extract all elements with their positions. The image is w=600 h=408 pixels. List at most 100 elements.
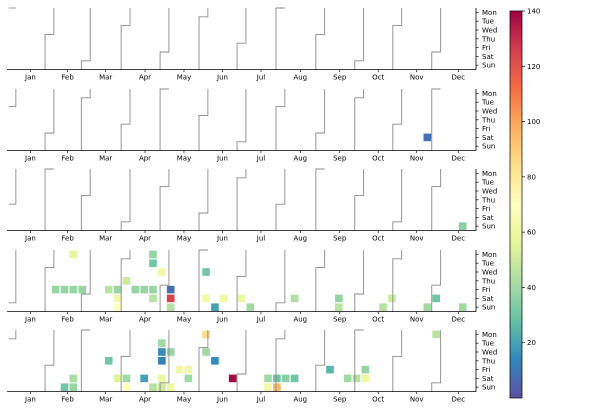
weekday-tick-label: Mon xyxy=(482,251,497,259)
heatmap-cell xyxy=(202,330,210,339)
weekday-tick-label: Thu xyxy=(481,196,495,204)
heatmap-cell xyxy=(122,383,131,391)
heatmap-cell xyxy=(379,303,387,311)
heatmap-cell xyxy=(166,303,175,311)
month-boundary xyxy=(120,330,131,392)
heatmap-cell xyxy=(158,348,166,356)
month-boundary xyxy=(275,330,286,392)
heatmap-cell xyxy=(51,285,60,294)
heatmap-cell xyxy=(281,374,290,383)
month-tick-label: Aug xyxy=(293,316,307,324)
heatmap-cell xyxy=(458,222,467,230)
month-boundary xyxy=(275,250,286,312)
month-tick-label: Nov xyxy=(410,155,424,163)
heatmap-cell xyxy=(432,294,440,303)
heatmap-cell xyxy=(166,348,175,356)
month-tick-label: Oct xyxy=(372,396,384,404)
month-tick-label: Jun xyxy=(216,396,228,404)
heatmap-cell xyxy=(335,294,343,303)
heatmap-cell xyxy=(352,374,361,383)
month-boundary xyxy=(44,168,54,231)
heatmap-cell xyxy=(158,268,166,276)
month-boundary xyxy=(159,8,170,70)
month-tick-label: Jun xyxy=(216,235,228,243)
heatmap-cell xyxy=(60,383,69,391)
month-boundary xyxy=(354,250,365,312)
heatmap-cell xyxy=(69,285,78,294)
heatmap-cell xyxy=(166,294,175,303)
calendar-panels: Jan Feb Mar Apr May Jun Jul Aug Sep Oct Nov Dec Mon T… xyxy=(7,7,497,404)
weekday-tick-label: Sun xyxy=(482,62,495,70)
month-boundary xyxy=(120,250,131,312)
month-tick-label: Aug xyxy=(293,235,307,243)
weekday-tick-label: Thu xyxy=(481,116,495,124)
month-tick-label: Feb xyxy=(61,396,74,404)
colorbar: 20 40 60 80 100 120 140 xyxy=(509,8,540,399)
weekday-tick-label: Fri xyxy=(482,205,490,213)
weekday-tick-label: Sun xyxy=(482,384,495,392)
heatmap-cell xyxy=(273,374,281,383)
month-tick-label: May xyxy=(177,74,191,82)
month-boundary xyxy=(120,169,131,231)
weekday-tick-label: Fri xyxy=(482,366,490,374)
month-tick-label: Sep xyxy=(333,316,347,324)
month-tick-label: Jan xyxy=(24,235,36,243)
month-tick-label: Nov xyxy=(410,396,424,404)
colorbar-tick-label: 20 xyxy=(527,339,536,347)
month-boundary xyxy=(275,7,285,70)
month-boundary xyxy=(8,250,17,304)
month-tick-label: May xyxy=(177,235,191,243)
month-boundary xyxy=(275,169,286,231)
month-tick-label: Nov xyxy=(410,235,424,243)
month-boundary xyxy=(315,250,326,312)
month-tick-label: Jul xyxy=(256,396,266,404)
month-boundary xyxy=(120,89,131,151)
heatmap-cell xyxy=(158,357,166,365)
colorbar-tick-label: 60 xyxy=(527,229,536,237)
weekday-tick-label: Wed xyxy=(482,269,497,277)
weekday-tick-label: Wed xyxy=(482,27,497,35)
month-tick-label: Sep xyxy=(333,74,347,82)
colorbar-tick-label: 80 xyxy=(527,173,536,181)
month-tick-label: Dec xyxy=(452,316,466,324)
weekday-tick-label: Thu xyxy=(481,35,495,43)
weekday-tick-label: Sat xyxy=(482,214,494,222)
heatmap-cell xyxy=(343,374,352,383)
month-tick-label: Mar xyxy=(99,74,112,82)
month-tick-label: Mar xyxy=(99,396,112,404)
month-boundary xyxy=(236,250,247,312)
month-tick-label: Apr xyxy=(139,316,151,324)
heatmap-cell xyxy=(211,303,219,311)
month-tick-label: Jun xyxy=(216,155,228,163)
weekday-tick-label: Wed xyxy=(482,108,497,116)
month-boundary xyxy=(159,88,169,151)
month-tick-label: Apr xyxy=(139,155,151,163)
month-boundary xyxy=(120,8,131,70)
month-tick-label: Jan xyxy=(24,155,36,163)
weekday-tick-label: Fri xyxy=(482,44,490,52)
weekday-tick-label: Sat xyxy=(482,295,494,303)
heatmap-cell xyxy=(149,294,157,303)
month-tick-label: Feb xyxy=(61,316,74,324)
month-boundary xyxy=(392,330,403,392)
month-tick-label: Jul xyxy=(256,74,266,82)
heatmap-cell xyxy=(361,374,370,383)
weekday-tick-label: Mon xyxy=(482,9,497,17)
weekday-tick-label: Fri xyxy=(482,125,490,133)
colorbar-tick-label: 120 xyxy=(527,63,540,71)
month-boundary xyxy=(8,89,17,108)
heatmap-cell xyxy=(219,294,228,303)
weekday-tick-label: Sat xyxy=(482,375,494,383)
month-tick-label: Sep xyxy=(333,396,347,404)
heatmap-cell xyxy=(264,374,272,383)
month-tick-label: Dec xyxy=(452,235,466,243)
calendar-panel: Jan Feb Mar Apr May Jun Jul Aug Sep Oct Nov DecMonT… xyxy=(7,249,497,324)
weekday-tick-label: Fri xyxy=(482,286,490,294)
heatmap-cell xyxy=(184,374,193,383)
month-tick-label: Sep xyxy=(333,235,347,243)
month-boundary xyxy=(236,8,247,70)
month-tick-label: Oct xyxy=(372,235,384,243)
calendar-panel: Jan Feb Mar Apr May Jun Jul Aug Sep Oct Nov DecMonT… xyxy=(7,7,497,82)
heatmap-cell xyxy=(388,294,396,303)
